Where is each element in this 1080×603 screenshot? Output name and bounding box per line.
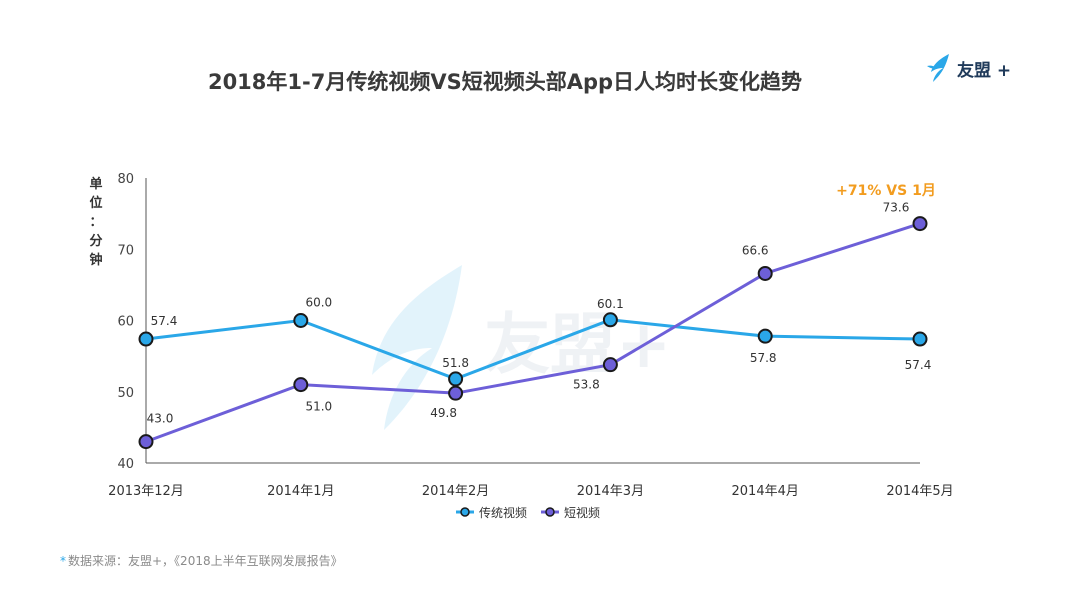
x-tick-label: 2014年5月 [886, 484, 953, 499]
series-line-traditional [145, 318, 921, 381]
data-label: 51.0 [305, 400, 332, 414]
y-tick-label: 50 [117, 386, 134, 401]
data-point [448, 385, 464, 401]
data-label: 60.0 [305, 296, 332, 310]
series-lines [145, 222, 921, 444]
chart-title: 2018年1-7月传统视频VS短视频头部App日人均时长变化趋势 [207, 70, 803, 94]
data-label: 57.4 [151, 314, 178, 328]
x-tick-label: 2014年4月 [732, 484, 799, 499]
brand-text: 友盟 + [957, 60, 1012, 81]
legend-label: 传统视频 [479, 505, 527, 520]
bird-logo-icon [927, 54, 949, 82]
data-point [757, 328, 773, 344]
legend: 传统视频 短视频 [456, 505, 600, 520]
data-point [138, 331, 154, 347]
footnote-text: 数据来源：友盟+，《2018上半年互联网发展报告》 [68, 554, 343, 568]
y-axis-label-char: 位 [89, 195, 102, 211]
legend-label: 短视频 [564, 505, 600, 520]
data-point [293, 313, 309, 328]
x-tick-labels: 2013年12月 2014年1月 2014年2月 2014年3月 2014年4月 2014… [108, 484, 954, 499]
x-tick-label: 2014年1月 [267, 484, 334, 499]
y-axis-label-char: ： [89, 215, 102, 230]
data-point [448, 371, 464, 387]
data-point [293, 377, 309, 393]
data-label: 60.1 [597, 297, 624, 311]
y-tick-label: 40 [117, 457, 134, 472]
series-line-short [145, 222, 921, 444]
data-labels: 57.4 60.0 51.8 60.1 57.8 57.4 43.0 51.0 49.8 53.8… [147, 201, 932, 426]
data-point [912, 216, 928, 232]
y-tick-labels: 40 50 60 70 80 [117, 172, 134, 472]
data-label: 53.8 [573, 378, 600, 392]
y-axis-label-char: 单 [89, 176, 102, 192]
x-tick-label: 2014年2月 [422, 484, 489, 499]
series-points [138, 216, 928, 450]
data-label: 73.6 [883, 201, 910, 215]
x-tick-label: 2014年3月 [577, 484, 644, 499]
data-label: 57.4 [905, 358, 932, 372]
legend-swatch-marker [460, 507, 470, 517]
watermark: 友盟+ [372, 265, 671, 430]
y-tick-label: 60 [117, 315, 134, 330]
data-point [138, 434, 154, 450]
data-point [757, 265, 773, 281]
y-axis-label-char: 分 [89, 233, 102, 249]
data-point [602, 312, 618, 328]
growth-annotation: +71% VS 1月 [836, 183, 936, 199]
data-label: 57.8 [750, 351, 777, 365]
data-point [602, 357, 618, 373]
data-label: 51.8 [442, 356, 469, 370]
legend-swatch-marker [545, 507, 555, 517]
y-axis-label-char: 钟 [89, 252, 102, 268]
y-tick-label: 80 [117, 172, 134, 187]
watermark-bird-icon [372, 265, 462, 430]
data-point [912, 331, 928, 347]
footnote-mark: * [60, 554, 66, 568]
x-tick-label: 2013年12月 [108, 484, 184, 499]
data-label: 66.6 [742, 243, 769, 257]
data-label: 49.8 [430, 406, 457, 420]
y-tick-label: 70 [117, 243, 134, 258]
source-footnote: * 数据来源：友盟+，《2018上半年互联网发展报告》 [60, 552, 343, 569]
y-axis-label: 单 位 ： 分 钟 [89, 176, 102, 268]
brand-logo: 友盟 + [925, 52, 1011, 84]
data-label: 43.0 [147, 412, 174, 426]
